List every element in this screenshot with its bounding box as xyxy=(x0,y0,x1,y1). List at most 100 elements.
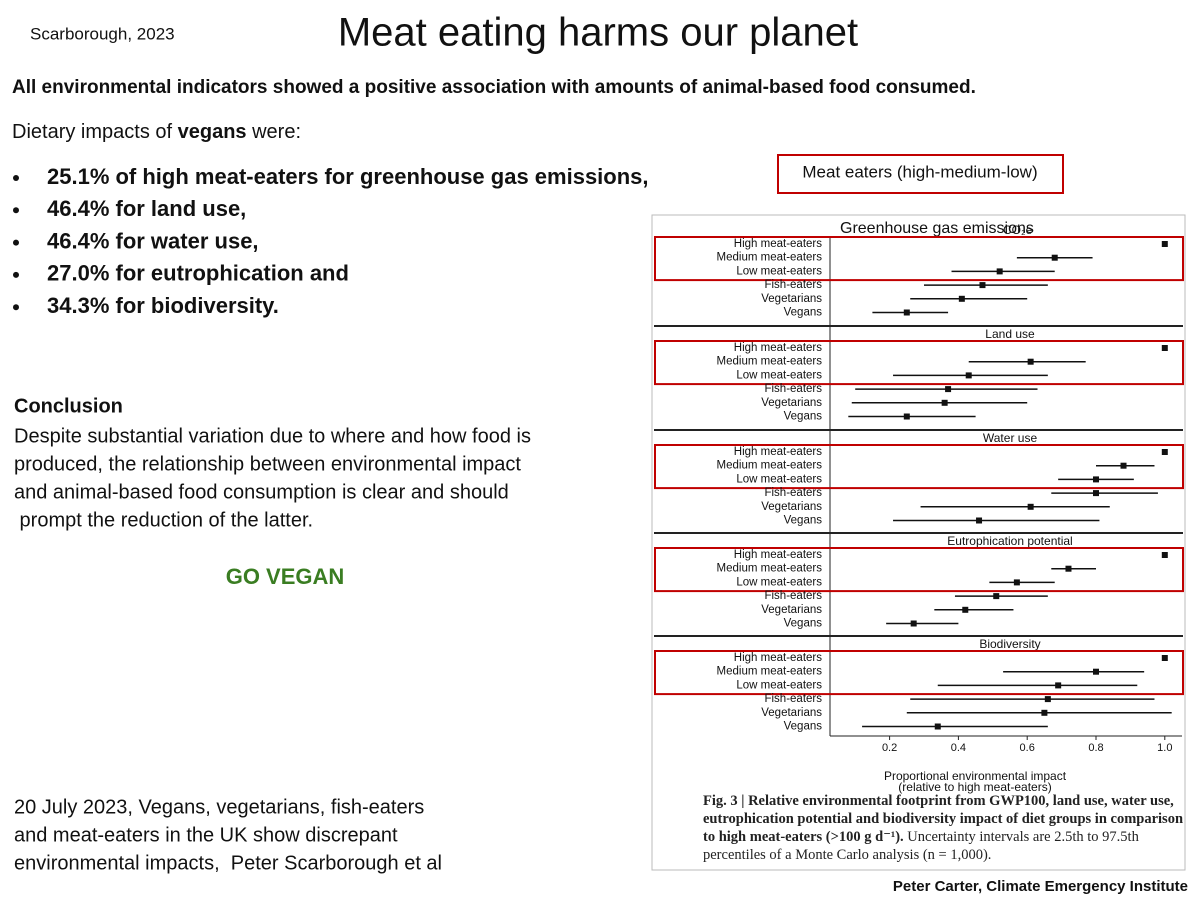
group-label: Fish-eaters xyxy=(764,693,822,705)
citation: 20 July 2023, Vegans, vegetarians, fish-… xyxy=(14,796,442,874)
group-label: Medium meat-eaters xyxy=(717,666,823,678)
bullet-dot xyxy=(13,239,19,246)
citation-line: environmental impacts, Peter Scarborough… xyxy=(14,852,442,874)
point-estimate xyxy=(1161,552,1168,558)
group-label: Medium meat-eaters xyxy=(717,563,823,575)
place-date: Scarborough, 2023 xyxy=(30,24,175,43)
conclusion-line: Despite substantial variation due to whe… xyxy=(14,425,531,447)
group-label: High meat-eaters xyxy=(734,652,822,664)
group-label: High meat-eaters xyxy=(734,238,822,250)
bullet-list: 25.1% of high meat-eaters for greenhouse… xyxy=(13,164,649,318)
chart-annotation: Greenhouse gas emissions xyxy=(840,220,1034,237)
highlight-legend-box xyxy=(777,154,1064,194)
conclusion-line: and animal-based food consumption is cle… xyxy=(14,481,509,503)
citation-line: and meat-eaters in the UK show discrepan… xyxy=(14,824,398,846)
highlight-box xyxy=(654,650,1184,696)
intro-bold: vegans xyxy=(178,121,247,143)
point-estimate xyxy=(910,620,917,627)
x-tick-label: 0.4 xyxy=(951,742,966,754)
citation-line: 20 July 2023, Vegans, vegetarians, fish-… xyxy=(14,796,424,818)
group-label: Fish-eaters xyxy=(764,590,822,602)
panel-title: Water use xyxy=(983,431,1038,445)
figure-caption: Fig. 3 | Relative environmental footprin… xyxy=(703,792,1183,864)
panel-title: Eutrophication potential xyxy=(947,534,1072,548)
point-estimate xyxy=(1013,579,1020,586)
group-label: Vegetarians xyxy=(761,604,822,616)
group-label: Low meat-eaters xyxy=(736,473,822,485)
point-estimate xyxy=(1161,655,1168,661)
point-estimate xyxy=(1051,254,1058,261)
group-label: Low meat-eaters xyxy=(736,679,822,691)
intro: Dietary impacts of vegans were: xyxy=(12,121,301,143)
bullet-dot xyxy=(13,271,19,278)
bullet-text: 27.0% for eutrophication and xyxy=(47,261,349,286)
group-label: Vegetarians xyxy=(761,707,822,719)
conclusion-line: prompt the reduction of the latter. xyxy=(14,509,313,531)
intro-text: were: xyxy=(247,121,301,143)
point-estimate xyxy=(962,606,969,613)
point-estimate xyxy=(934,723,941,730)
call-to-action: GO VEGAN xyxy=(226,564,345,589)
group-label: Fish-eaters xyxy=(764,487,822,499)
point-estimate xyxy=(979,282,986,289)
caption-text: Uncertainty intervals are 2.5th to 97.5t… xyxy=(703,829,1139,863)
group-label: Vegans xyxy=(784,618,823,630)
slide-title: Meat eating harms our planet xyxy=(338,11,858,55)
bullet-dot xyxy=(13,304,19,311)
x-tick-label: 0.6 xyxy=(1020,742,1035,754)
group-label: Medium meat-eaters xyxy=(717,460,823,472)
point-estimate xyxy=(1093,476,1099,483)
point-estimate xyxy=(903,413,910,420)
summary: All environmental indicators showed a po… xyxy=(12,77,976,98)
group-label: Medium meat-eaters xyxy=(717,356,823,368)
x-tick-label: 0.2 xyxy=(882,742,897,754)
bullet-text: 34.3% for biodiversity. xyxy=(47,293,279,318)
group-label: Low meat-eaters xyxy=(736,369,822,381)
highlight-box xyxy=(654,236,1184,282)
credit: Peter Carter, Climate Emergency Institut… xyxy=(893,878,1188,895)
point-estimate xyxy=(1161,241,1168,247)
point-estimate xyxy=(1044,696,1051,703)
group-label: Vegetarians xyxy=(761,293,822,305)
point-estimate xyxy=(965,372,972,379)
bullet-dot xyxy=(13,207,19,214)
group-label: Fish-eaters xyxy=(764,279,822,291)
intro-text: Dietary impacts of xyxy=(12,121,178,143)
bullet-text: 25.1% of high meat-eaters for greenhouse… xyxy=(47,164,649,189)
x-axis-note: (relative to high meat-eaters) xyxy=(898,780,1051,794)
group-label: Low meat-eaters xyxy=(736,576,822,588)
group-label: Medium meat-eaters xyxy=(717,252,823,264)
group-label: Vegans xyxy=(784,411,823,423)
group-label: High meat-eaters xyxy=(734,549,822,561)
point-estimate xyxy=(1027,358,1034,365)
bullet-text: 46.4% for water use, xyxy=(47,228,259,253)
x-axis-label: Proportional environmental impact xyxy=(884,769,1067,783)
point-estimate xyxy=(958,295,965,302)
group-label: High meat-eaters xyxy=(734,446,822,458)
point-estimate xyxy=(1093,490,1099,497)
point-estimate xyxy=(1065,565,1072,572)
point-estimate xyxy=(945,386,952,393)
x-tick-label: 1.0 xyxy=(1157,742,1172,754)
bullet-dot xyxy=(13,175,19,181)
group-label: Vegetarians xyxy=(761,501,822,513)
group-label: Vegans xyxy=(784,721,823,733)
group-label: Vegans xyxy=(784,515,823,527)
panel-title: CO₂e xyxy=(1003,223,1033,237)
conclusion-heading: Conclusion xyxy=(14,395,123,417)
caption-bold: Fig. 3 | Relative environmental footprin… xyxy=(703,793,1184,845)
figure-frame xyxy=(651,214,1186,871)
bullet-text: 46.4% for land use, xyxy=(47,196,246,221)
x-tick-label: 0.8 xyxy=(1088,742,1103,754)
highlight-box xyxy=(654,547,1184,593)
group-label: Fish-eaters xyxy=(764,383,822,395)
forest-plot: 0.2 0.4 0.6 0.8 1.0 CO₂e High meat-eaters Mediu… xyxy=(654,223,1184,754)
conclusion-line: produced, the relationship between envir… xyxy=(14,453,521,475)
group-label: Low meat-eaters xyxy=(736,265,822,277)
group-label: Vegans xyxy=(784,307,823,319)
point-estimate xyxy=(1161,449,1168,455)
panel-title: Land use xyxy=(985,327,1035,341)
group-label: Vegetarians xyxy=(761,397,822,409)
highlight-box xyxy=(654,444,1184,490)
